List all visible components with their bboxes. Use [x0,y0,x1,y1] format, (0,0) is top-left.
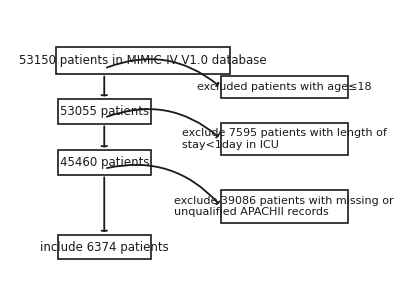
FancyBboxPatch shape [220,190,348,223]
FancyBboxPatch shape [220,123,348,156]
Text: 53055 patients: 53055 patients [60,105,149,118]
Text: 45460 patients: 45460 patients [60,156,149,169]
Text: include 6374 patients: include 6374 patients [40,240,169,253]
FancyBboxPatch shape [58,99,151,124]
Text: 53150 patients in MIMIC-IV V1.0 database: 53150 patients in MIMIC-IV V1.0 database [19,54,267,67]
Text: exclude 7595 patients with length of
stay<1day in ICU: exclude 7595 patients with length of sta… [182,129,386,150]
FancyBboxPatch shape [58,150,151,175]
Text: excluded patients with age≤18: excluded patients with age≤18 [197,82,371,92]
Text: exclude 39086 patients with missing or
unqualified APACHII records: exclude 39086 patients with missing or u… [174,196,394,217]
FancyBboxPatch shape [220,76,348,98]
FancyBboxPatch shape [56,47,230,74]
FancyBboxPatch shape [58,235,151,259]
